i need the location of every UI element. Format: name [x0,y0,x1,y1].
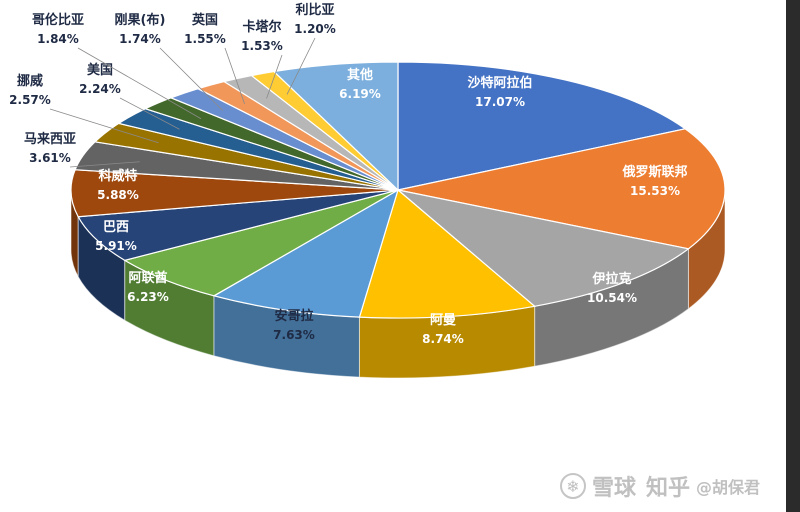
slice-label: 伊拉克 [591,271,631,287]
snowball-icon: ❄ [560,473,586,499]
leader-line [266,54,283,99]
pie-slice-沙特阿拉伯 [397,61,687,191]
slice-percent: 15.53% [630,184,680,198]
slice-percent: 17.07% [475,95,525,109]
slice-percent: 1.55% [184,32,226,46]
slice-percent: 1.53% [241,39,283,53]
pie-slice-科威特 [70,169,399,218]
leader-line [224,47,245,105]
pie-slice-俄罗斯联邦 [397,128,726,250]
leader-line [69,161,140,168]
slice-label: 英国 [191,12,218,28]
leader-line [119,97,180,130]
leader-line [77,47,202,120]
slice-percent: 8.74% [422,332,464,346]
watermark-site: 雪球 [592,476,637,501]
screen-edge-bar [786,0,800,512]
slice-label: 巴西 [103,220,129,235]
watermark: ❄ 雪球 知乎 @胡保君 [560,466,760,506]
slice-label: 卡塔尔 [242,19,281,35]
slice-percent: 7.63% [273,328,315,342]
slice-percent: 1.20% [294,22,336,36]
slice-label: 科威特 [98,168,137,184]
slice-label: 马来西亚 [24,131,76,147]
pie-slice-阿联酋 [123,189,399,297]
slice-label: 阿曼 [430,313,456,328]
slice-percent: 6.23% [127,290,169,304]
slice-label: 其他 [347,67,373,83]
slice-label: 美国 [87,62,113,78]
slice-percent: 1.84% [37,32,79,46]
slice-label: 安哥拉 [274,308,313,324]
pie-slice-伊拉克 [397,189,690,307]
slice-percent: 2.24% [79,82,121,96]
pie-slice-阿曼 [358,188,536,319]
leader-line [286,37,316,95]
slice-label: 哥伦比亚 [32,12,84,28]
slice-percent: 3.61% [29,151,71,165]
pie-slice-巴西 [77,189,399,261]
slice-label: 阿联酋 [128,270,167,286]
watermark-handle: @胡保君 [696,478,761,497]
pie-slices [70,61,726,319]
slice-percent: 6.19% [339,87,381,101]
watermark-zhihu: 知乎 [646,476,691,501]
slice-percent: 5.91% [95,239,137,253]
pie-labels: 沙特阿拉伯 17.07% 俄罗斯联邦 15.53% 伊拉克 10.54% 阿曼 8.74% 安哥… [9,2,687,346]
slice-label: 俄罗斯联邦 [621,164,687,180]
slice-percent: 5.88% [97,188,139,202]
slice-label: 利比亚 [295,2,334,18]
slice-percent: 1.74% [119,32,161,46]
slice-percent: 2.57% [9,93,51,107]
slice-label: 刚果(布) [115,12,166,28]
slice-percent: 10.54% [587,291,637,305]
slice-label: 挪威 [17,73,43,89]
leader-line [49,108,159,144]
leader-line [159,47,223,111]
slice-label: 沙特阿拉伯 [467,75,532,91]
pie-slice-安哥拉 [212,188,400,318]
